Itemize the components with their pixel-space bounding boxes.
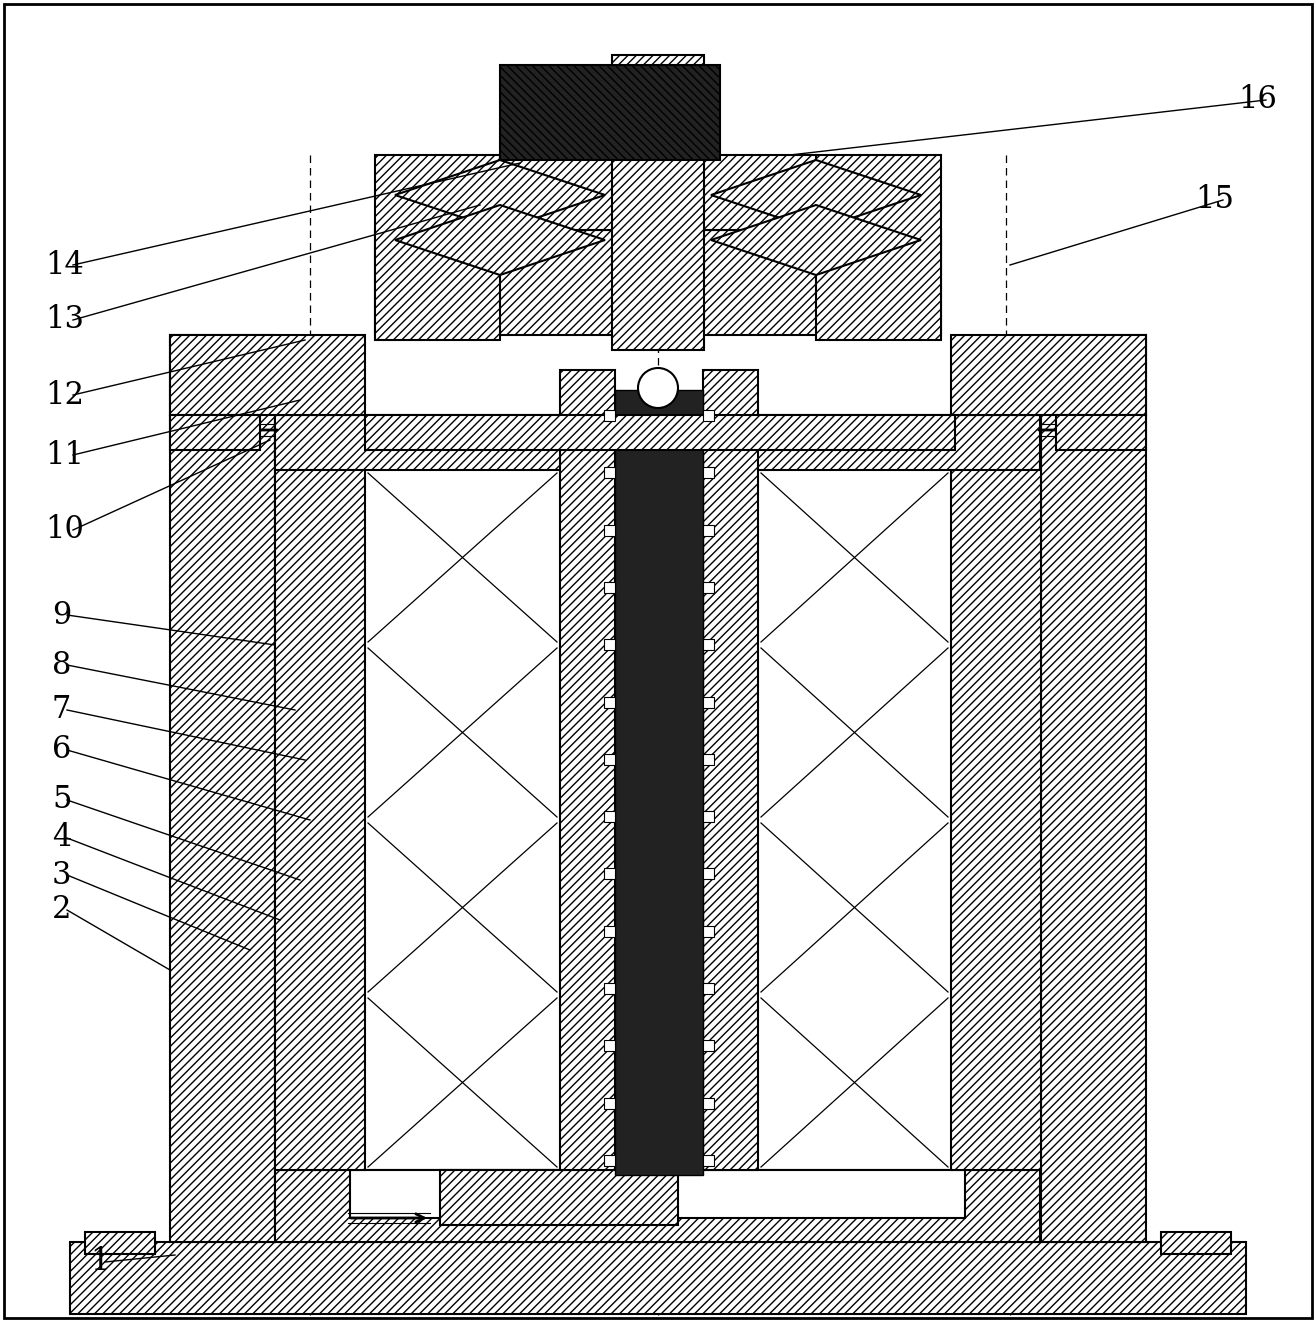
Bar bbox=[951, 415, 1041, 1170]
Bar bbox=[604, 640, 615, 650]
Bar bbox=[816, 155, 941, 340]
Bar bbox=[604, 754, 615, 765]
Text: 10: 10 bbox=[45, 514, 84, 546]
Bar bbox=[604, 582, 615, 594]
Bar bbox=[604, 984, 615, 994]
Bar bbox=[703, 754, 715, 765]
Bar bbox=[612, 56, 704, 350]
Bar bbox=[703, 1155, 715, 1166]
Text: 3: 3 bbox=[53, 859, 71, 891]
Bar bbox=[951, 334, 1146, 415]
Bar bbox=[604, 869, 615, 879]
Polygon shape bbox=[395, 205, 605, 275]
Bar bbox=[1041, 334, 1146, 1241]
Bar bbox=[703, 525, 715, 535]
Text: 2: 2 bbox=[53, 895, 71, 925]
Bar bbox=[703, 984, 715, 994]
Bar bbox=[703, 812, 715, 822]
Bar bbox=[170, 334, 275, 1241]
Text: 9: 9 bbox=[53, 599, 71, 631]
Bar bbox=[365, 415, 955, 449]
Bar bbox=[703, 467, 715, 479]
Polygon shape bbox=[395, 160, 605, 230]
Bar bbox=[703, 1040, 715, 1051]
Bar bbox=[375, 230, 941, 334]
Bar bbox=[703, 697, 715, 707]
Bar bbox=[703, 869, 715, 879]
Bar bbox=[703, 640, 715, 650]
Bar bbox=[604, 1040, 615, 1051]
Bar bbox=[350, 1170, 965, 1218]
Polygon shape bbox=[711, 205, 921, 275]
Text: 13: 13 bbox=[45, 304, 84, 336]
Text: 15: 15 bbox=[1195, 185, 1234, 215]
Bar bbox=[440, 1170, 678, 1225]
Bar bbox=[170, 334, 365, 415]
Bar bbox=[703, 582, 715, 594]
Bar bbox=[604, 467, 615, 479]
Bar bbox=[604, 697, 615, 707]
Bar bbox=[375, 155, 500, 340]
Bar bbox=[615, 390, 703, 1175]
Text: 8: 8 bbox=[53, 649, 71, 681]
Text: 16: 16 bbox=[1238, 85, 1277, 115]
Bar bbox=[604, 410, 615, 420]
Bar bbox=[703, 1097, 715, 1109]
Bar bbox=[500, 155, 816, 230]
Text: 1: 1 bbox=[89, 1247, 109, 1277]
Bar bbox=[703, 370, 758, 1170]
Bar bbox=[604, 1097, 615, 1109]
Bar bbox=[604, 925, 615, 937]
Bar bbox=[275, 415, 1040, 471]
Bar bbox=[561, 370, 615, 1170]
Bar bbox=[275, 415, 365, 1170]
Bar bbox=[703, 925, 715, 937]
Text: 11: 11 bbox=[45, 439, 84, 471]
Bar bbox=[1161, 1232, 1230, 1255]
Text: 4: 4 bbox=[53, 822, 71, 854]
Bar bbox=[604, 812, 615, 822]
Bar bbox=[86, 1232, 155, 1255]
Text: 6: 6 bbox=[53, 735, 71, 765]
Bar bbox=[703, 410, 715, 420]
Text: 7: 7 bbox=[53, 694, 71, 726]
Bar bbox=[70, 1241, 1246, 1314]
Bar bbox=[604, 1155, 615, 1166]
Text: 14: 14 bbox=[45, 250, 84, 280]
Circle shape bbox=[638, 368, 678, 408]
Bar bbox=[604, 525, 615, 535]
Bar bbox=[275, 1170, 1040, 1241]
Polygon shape bbox=[711, 160, 921, 230]
Text: 5: 5 bbox=[53, 784, 71, 816]
Bar bbox=[1055, 415, 1146, 449]
Bar bbox=[500, 65, 720, 160]
Text: 12: 12 bbox=[45, 379, 84, 411]
Bar bbox=[170, 415, 261, 449]
